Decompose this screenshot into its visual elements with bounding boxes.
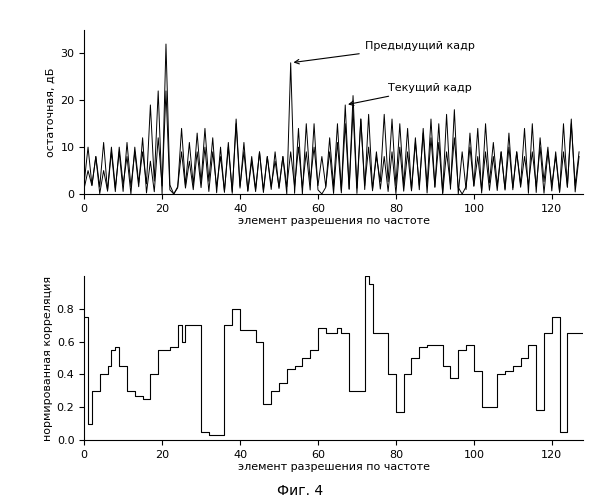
Y-axis label: нормированная корреляция: нормированная корреляция [43, 276, 52, 440]
Y-axis label: остаточная, дБ: остаточная, дБ [46, 68, 56, 156]
Text: Текущий кадр: Текущий кадр [349, 83, 472, 106]
X-axis label: элемент разрешения по частоте: элемент разрешения по частоте [237, 216, 430, 226]
Text: Фиг. 4: Фиг. 4 [278, 484, 323, 498]
Text: Предыдущий кадр: Предыдущий кадр [294, 40, 475, 64]
X-axis label: элемент разрешения по частоте: элемент разрешения по частоте [237, 462, 430, 472]
